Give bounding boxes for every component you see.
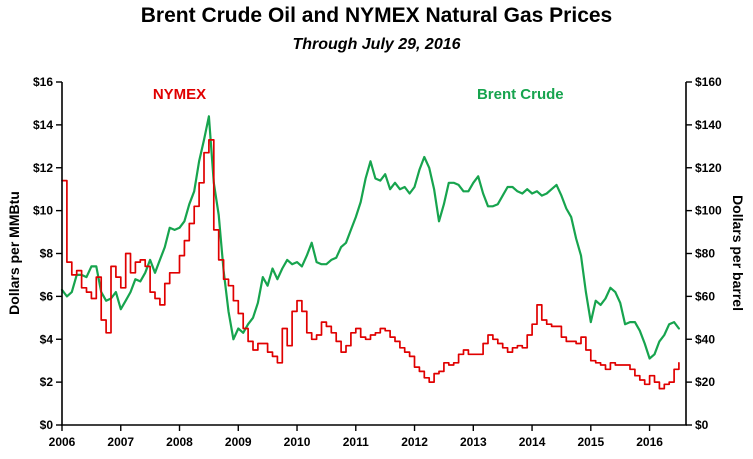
x-tick-label: 2015 [577, 435, 604, 449]
left-tick-label: $0 [40, 418, 54, 432]
x-tick-label: 2006 [49, 435, 76, 449]
left-tick-label: $16 [33, 75, 53, 89]
left-tick-label: $2 [40, 375, 54, 389]
chart-title: Brent Crude Oil and NYMEX Natural Gas Pr… [140, 4, 613, 27]
series-brent-crude [60, 115, 680, 360]
right-tick-label: $60 [695, 289, 715, 303]
x-tick-label: 2016 [636, 435, 663, 449]
left-tick-label: $4 [40, 332, 54, 346]
x-tick-label: 2011 [343, 435, 369, 449]
x-tick-label: 2008 [166, 435, 193, 449]
right-tick-label: $140 [695, 118, 722, 132]
right-tick-label: $0 [695, 418, 709, 432]
x-tick-label: 2007 [107, 435, 134, 449]
chart-subtitle: Through July 29, 2016 [292, 36, 461, 53]
left-tick-label: $6 [40, 289, 54, 303]
right-tick-label: $20 [695, 375, 715, 389]
x-tick-label: 2010 [284, 435, 311, 449]
series-label-brent-crude: Brent Crude [477, 86, 564, 103]
right-tick-label: $120 [695, 161, 722, 175]
x-tick-label: 2009 [225, 435, 252, 449]
left-tick-label: $12 [33, 161, 53, 175]
left-tick-label: $14 [33, 118, 53, 132]
x-tick-label: 2013 [460, 435, 487, 449]
right-tick-label: $160 [695, 75, 722, 89]
left-tick-label: $10 [33, 204, 53, 218]
left-tick-label: $8 [40, 247, 54, 261]
series-label-nymex: NYMEX [153, 86, 206, 103]
x-tick-label: 2014 [519, 435, 546, 449]
right-tick-label: $40 [695, 332, 715, 346]
x-tick-label: 2012 [401, 435, 428, 449]
series-nymex [61, 139, 680, 390]
right-tick-label: $100 [695, 204, 722, 218]
right-tick-label: $80 [695, 247, 715, 261]
